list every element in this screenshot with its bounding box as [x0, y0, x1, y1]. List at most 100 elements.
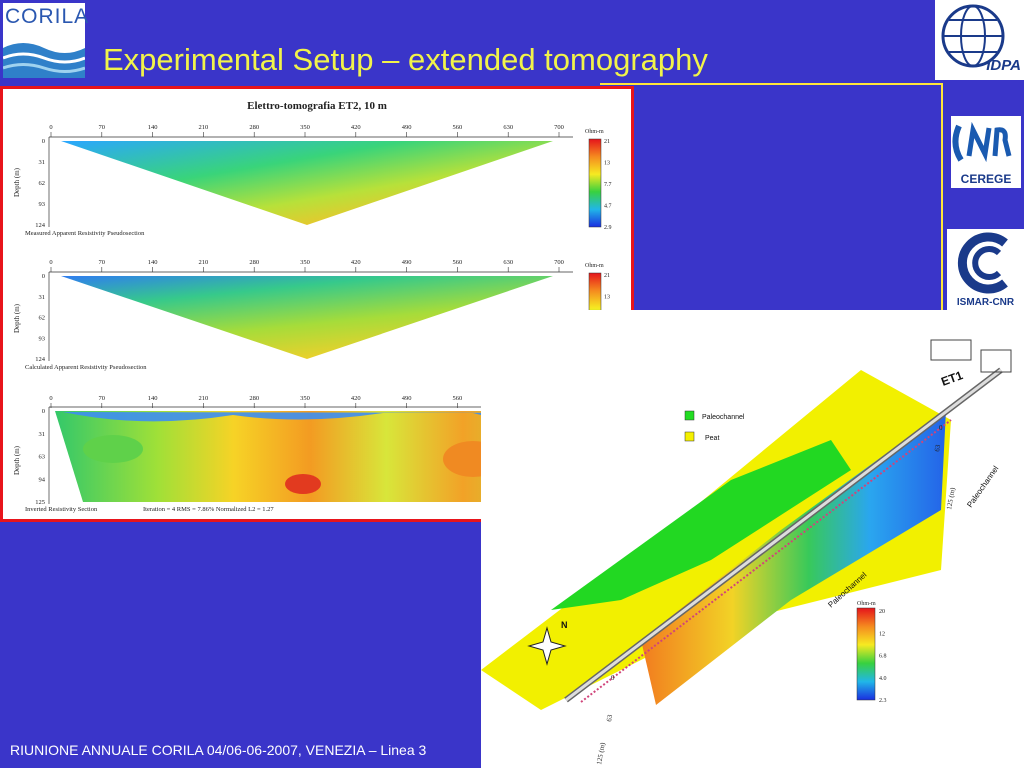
- x-tick-label: 140: [148, 395, 158, 402]
- idpa-logo: IDPA: [935, 0, 1024, 80]
- ismar-logo-text: ISMAR-CNR: [956, 297, 1015, 308]
- scale-label: 13: [604, 161, 610, 167]
- x-tick-label: 350: [300, 259, 310, 266]
- paleochannel-label: Paleochannel: [965, 464, 1000, 509]
- resistivity-section: [641, 410, 946, 705]
- x-tick-label: 0: [49, 395, 52, 402]
- depth-tick-label: 93: [39, 201, 46, 208]
- inversion-stats: Iteration = 4 RMS = 7.86% Normalized L2 …: [143, 506, 274, 513]
- depth-tick-label: 0: [42, 273, 45, 280]
- depth-tick-label: 63: [39, 454, 46, 461]
- x-tick-label: 140: [148, 124, 158, 131]
- scale-label: 21: [604, 139, 610, 145]
- map-scale-label: 12: [879, 631, 885, 637]
- x-tick-label: 630: [503, 124, 513, 131]
- tomography-main-title: Elettro-tomografia ET2, 10 m: [247, 100, 387, 112]
- scale-label: 7.7: [604, 182, 612, 188]
- x-tick-label: 560: [453, 395, 463, 402]
- x-tick-label: 490: [402, 124, 412, 131]
- x-tick-label: 280: [249, 259, 259, 266]
- inverted-caption: Inverted Resistivity Section: [25, 506, 98, 513]
- scale-label: 2.9: [604, 225, 612, 231]
- x-tick-label: 70: [99, 259, 106, 266]
- depth-tick-label: 0: [42, 408, 45, 415]
- measured-caption: Measured Apparent Resistivity Pseudosect…: [25, 230, 145, 237]
- legend-label-peat: Peat: [705, 435, 719, 442]
- map-figure: ET1 Paleochannel Peat Paleochannel Paleo…: [481, 339, 1012, 765]
- x-tick-label: 280: [249, 395, 259, 402]
- waves-icon: [3, 43, 85, 78]
- map-scale-label: 2.3: [879, 698, 887, 704]
- depth-tick-label: 31: [39, 294, 46, 301]
- x-tick-label: 420: [351, 395, 361, 402]
- globe-icon: [941, 4, 1005, 68]
- et1-label: ET1: [939, 368, 965, 389]
- calculated-caption: Calculated Apparent Resistivity Pseudose…: [25, 364, 147, 371]
- map-scale-label: 6.8: [879, 654, 887, 660]
- x-tick-label: 700: [554, 259, 564, 266]
- scale-label: 13: [604, 295, 610, 301]
- measured-section: 0 70 140 210 280 350 420 490 560 630 700 0 31 62 93 12…: [13, 124, 612, 237]
- cnr-icon: [957, 232, 1008, 294]
- cnrs-icon: [952, 121, 1012, 163]
- idpa-logo-text: IDPA: [986, 57, 1021, 74]
- depth-tick-label: 31: [39, 159, 46, 166]
- depth-tick: 125 (m): [945, 486, 957, 510]
- slide-title: Experimental Setup – extended tomography: [103, 42, 708, 77]
- paleochannel-area: [551, 440, 851, 610]
- depth-tick-label: 124: [35, 356, 46, 363]
- x-tick-label: 350: [300, 395, 310, 402]
- x-tick-label: 490: [402, 259, 412, 266]
- map-color-scale: [856, 607, 876, 701]
- x-tick-label: 630: [503, 259, 513, 266]
- tomography-figure: Elettro-tomografia ET2, 10 m 0 70 140 210 28…: [13, 100, 612, 513]
- depth-tick-label: 124: [35, 222, 46, 229]
- legend-label-paleochannel: Paleochannel: [702, 414, 745, 421]
- depth-tick: 63: [605, 714, 614, 723]
- scale-label: 4.7: [604, 204, 612, 210]
- depth-tick-label: 94: [39, 476, 46, 483]
- compass-icon: N: [527, 620, 568, 666]
- slide-footer: RIUNIONE ANNUALE CORILA 04/06-06-2007, V…: [10, 742, 427, 758]
- x-tick-label: 0: [49, 259, 52, 266]
- x-tick-label: 560: [453, 124, 463, 131]
- corila-logo: CORILA: [3, 3, 88, 78]
- x-tick-label: 210: [199, 259, 209, 266]
- x-tick-label: 420: [351, 259, 361, 266]
- map-panel: ET1 Paleochannel Peat Paleochannel Paleo…: [481, 310, 1024, 768]
- compass-north-label: N: [561, 620, 568, 630]
- legend-swatch-paleochannel: [684, 410, 695, 421]
- unit-label: Ohm-m: [585, 129, 604, 135]
- depth-tick-label: 62: [39, 315, 46, 322]
- map-scale-label: 4.0: [879, 676, 887, 682]
- depth-tick-label: 62: [39, 180, 46, 187]
- map-unit-label: Ohm-m: [857, 601, 876, 607]
- x-tick-label: 350: [300, 124, 310, 131]
- cnrs-logo-text: CEREGE: [960, 172, 1012, 186]
- x-tick-label: 700: [554, 124, 564, 131]
- depth-tick-label: 125: [35, 499, 45, 506]
- scale-label: 21: [604, 273, 610, 279]
- accent-line-vertical: [941, 83, 943, 311]
- depth-tick: 0: [611, 674, 615, 682]
- depth-tick: 63: [933, 444, 942, 453]
- x-tick-label: 70: [99, 395, 106, 402]
- x-tick-label: 0: [49, 124, 52, 131]
- depth-tick-label: 93: [39, 335, 46, 342]
- x-tick-label: 490: [402, 395, 412, 402]
- accent-line-horizontal: [600, 83, 943, 85]
- depth-axis-label: Depth (m): [13, 303, 21, 333]
- x-tick-label: 560: [453, 259, 463, 266]
- corila-logo-text: CORILA: [5, 5, 90, 28]
- depth-axis-label: Depth (m): [13, 445, 21, 475]
- map-scale-label: 20: [879, 609, 885, 615]
- cnrs-cerege-logo: CEREGE: [951, 116, 1021, 188]
- x-tick-label: 70: [99, 124, 106, 131]
- depth-tick-label: 0: [42, 138, 45, 145]
- color-scale-bar: [588, 138, 602, 228]
- x-tick-label: 210: [199, 124, 209, 131]
- legend-swatch-peat: [684, 431, 695, 442]
- x-tick-label: 280: [249, 124, 259, 131]
- depth-tick-label: 31: [39, 431, 46, 438]
